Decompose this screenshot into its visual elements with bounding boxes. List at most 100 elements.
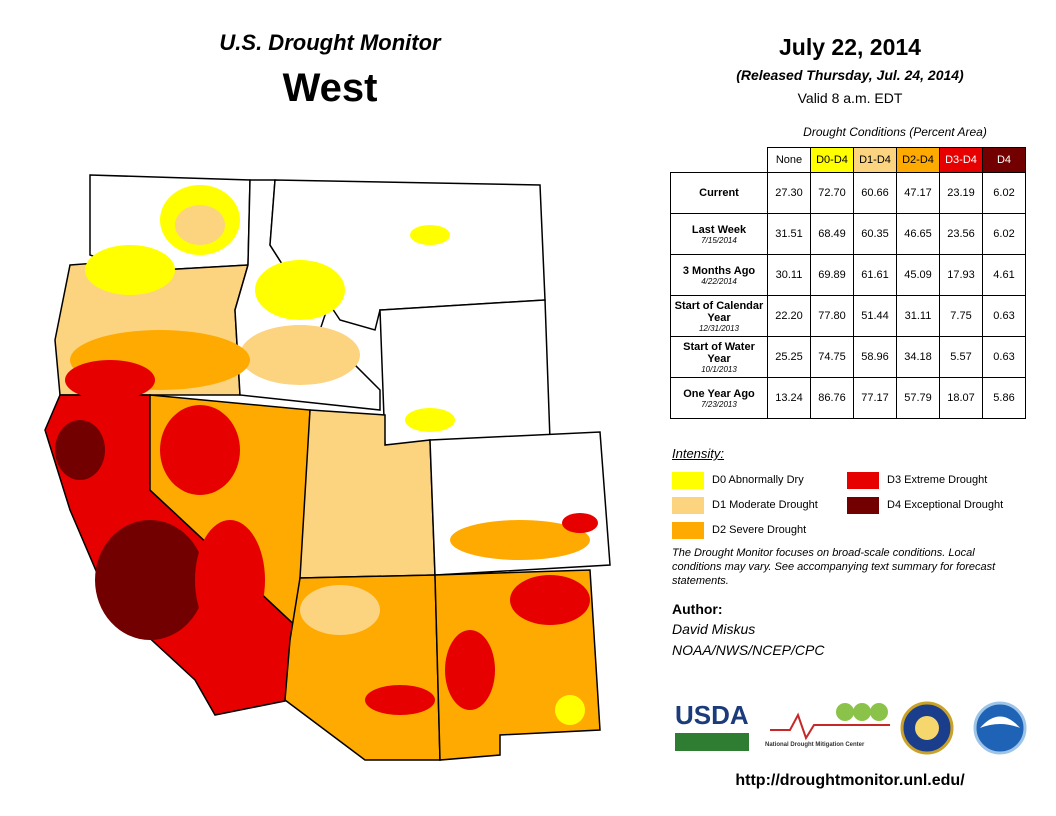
cell-value: 68.49 bbox=[810, 213, 854, 255]
cell-value: 51.44 bbox=[853, 295, 897, 337]
row-date: 4/22/2014 bbox=[701, 276, 737, 286]
noaa-seal bbox=[973, 701, 1027, 755]
d3-area bbox=[365, 685, 435, 715]
d1-area bbox=[175, 205, 225, 245]
row-label-text: Current bbox=[699, 187, 739, 199]
cell-value: 4.61 bbox=[982, 254, 1026, 296]
cell-value: 22.20 bbox=[767, 295, 811, 337]
cell-value: 74.75 bbox=[810, 336, 854, 378]
cell-value: 25.25 bbox=[767, 336, 811, 378]
row-date: 12/31/2013 bbox=[698, 323, 740, 333]
valid: Valid 8 a.m. EDT bbox=[797, 90, 903, 106]
cell-value: 58.96 bbox=[853, 336, 897, 378]
drought-areas bbox=[55, 185, 598, 725]
column-header: D4 bbox=[982, 147, 1026, 173]
cell-value: 34.18 bbox=[896, 336, 940, 378]
d4-area bbox=[95, 520, 205, 640]
d3-area bbox=[160, 405, 240, 495]
noaa-bird bbox=[980, 716, 1020, 728]
cell-value: 30.11 bbox=[767, 254, 811, 296]
cell-value: 60.66 bbox=[853, 172, 897, 214]
usda-logo-band bbox=[675, 733, 749, 751]
column-header: None bbox=[767, 147, 811, 173]
row-label-text: One Year Ago bbox=[683, 387, 755, 400]
state-wy bbox=[379, 299, 551, 446]
cell-value: 69.89 bbox=[810, 254, 854, 296]
row-label: Last Week 7/15/2014 bbox=[670, 213, 768, 255]
cell-value: 7.75 bbox=[939, 295, 983, 337]
cell-value: 31.11 bbox=[896, 295, 940, 337]
d0-area bbox=[255, 260, 345, 320]
column-header: D1-D4 bbox=[853, 147, 897, 173]
cell-value: 5.86 bbox=[982, 377, 1026, 419]
cell-value: 45.09 bbox=[896, 254, 940, 296]
legend-title: Intensity: bbox=[672, 446, 725, 461]
ndmc-tree bbox=[870, 703, 888, 721]
cell-value: 57.79 bbox=[896, 377, 940, 419]
d3-area bbox=[510, 575, 590, 625]
agency-seals bbox=[900, 701, 1027, 755]
d3-area bbox=[195, 520, 265, 640]
cell-value: 5.57 bbox=[939, 336, 983, 378]
table-caption: Drought Conditions (Percent Area) bbox=[803, 125, 987, 139]
released: (Released Thursday, Jul. 24, 2014) bbox=[736, 67, 964, 83]
row-label: Start of Calendar Year 12/31/2013 bbox=[670, 295, 768, 337]
cell-value: 17.93 bbox=[939, 254, 983, 296]
ndmc-tree bbox=[836, 703, 854, 721]
d3-area bbox=[65, 360, 155, 400]
cell-value: 47.17 bbox=[896, 172, 940, 214]
row-date: 10/1/2013 bbox=[701, 364, 737, 374]
author-label: Author: bbox=[672, 601, 723, 617]
cell-value: 60.35 bbox=[853, 213, 897, 255]
note: The Drought Monitor focuses on broad-sca… bbox=[672, 547, 996, 587]
column-header: D0-D4 bbox=[810, 147, 854, 173]
d1-area bbox=[240, 325, 360, 385]
cell-value: 46.65 bbox=[896, 213, 940, 255]
d0-area bbox=[555, 695, 585, 725]
table-row: Start of Calendar Year 12/31/2013 22.20 77.… bbox=[670, 295, 1026, 337]
doc-seal-center bbox=[915, 716, 939, 740]
d0-area bbox=[405, 408, 455, 432]
column-header: D3-D4 bbox=[939, 147, 983, 173]
legend-swatch bbox=[672, 472, 704, 489]
table-row: One Year Ago 7/23/2013 13.24 86.76 77.17 57.7… bbox=[670, 377, 1026, 419]
d0-area bbox=[410, 225, 450, 245]
row-label: Start of Water Year 10/1/2013 bbox=[670, 336, 768, 378]
row-label-text: Start of Water Year bbox=[683, 340, 755, 365]
row-label-text: Start of Calendar Year bbox=[674, 299, 764, 324]
row-date: 7/23/2013 bbox=[701, 399, 737, 409]
url: http://droughtmonitor.unl.edu/ bbox=[735, 772, 965, 789]
cell-value: 86.76 bbox=[810, 377, 854, 419]
cell-value: 72.70 bbox=[810, 172, 854, 214]
cell-value: 0.63 bbox=[982, 336, 1026, 378]
cell-value: 77.80 bbox=[810, 295, 854, 337]
table-row: Start of Water Year 10/1/2013 25.25 74.75 58… bbox=[670, 336, 1026, 378]
row-label-text: Last Week bbox=[691, 223, 747, 236]
legend-label: D0 Abnormally Dry bbox=[712, 474, 804, 486]
cell-value: 6.02 bbox=[982, 172, 1026, 214]
d1-area bbox=[300, 585, 380, 635]
d4-area bbox=[55, 420, 105, 480]
d0-area bbox=[85, 245, 175, 295]
cell-value: 18.07 bbox=[939, 377, 983, 419]
header-row: None D0-D4 D1-D4 D2-D4 D3-D4 D4 bbox=[671, 147, 1026, 173]
cell-value: 27.30 bbox=[767, 172, 811, 214]
cell-value: 61.61 bbox=[853, 254, 897, 296]
drought-table: None D0-D4 D1-D4 D2-D4 D3-D4 D4 Current 27.30 72… bbox=[670, 147, 1026, 419]
d3-area bbox=[445, 630, 495, 710]
legend-label: D4 Exceptional Drought bbox=[887, 499, 1004, 511]
ndmc-logo: National Drought Mitigation Center bbox=[765, 742, 865, 748]
cell-value: 0.63 bbox=[982, 295, 1026, 337]
ndmc-line bbox=[770, 712, 890, 741]
column-header: D2-D4 bbox=[896, 147, 940, 173]
row-label: 3 Months Ago 4/22/2014 bbox=[670, 254, 768, 296]
cell-value: 6.02 bbox=[982, 213, 1026, 255]
legend-swatch bbox=[847, 497, 879, 514]
region: West bbox=[282, 66, 378, 110]
cell-value: 31.51 bbox=[767, 213, 811, 255]
cell-value: 23.56 bbox=[939, 213, 983, 255]
d2-area bbox=[450, 520, 590, 560]
table-row: Current 27.30 72.70 60.66 47.17 23.19 6.02 bbox=[670, 172, 1026, 214]
